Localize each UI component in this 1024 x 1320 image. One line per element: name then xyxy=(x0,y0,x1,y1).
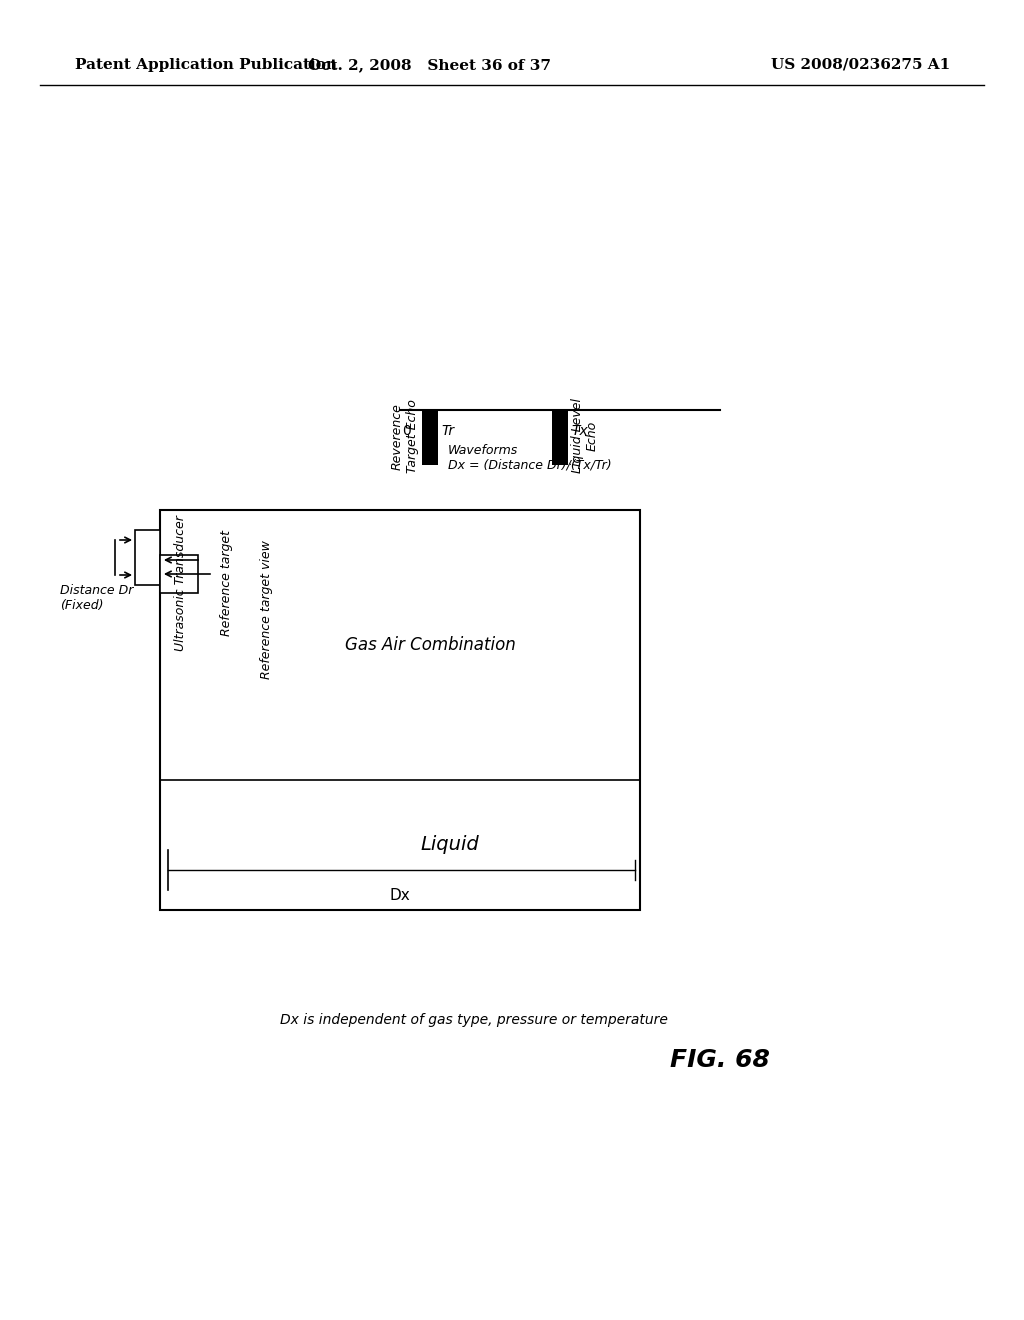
Text: Tr: Tr xyxy=(441,424,454,438)
Text: FIG. 68: FIG. 68 xyxy=(670,1048,770,1072)
Bar xyxy=(422,411,438,465)
Bar xyxy=(160,554,198,593)
Text: Dx is independent of gas type, pressure or temperature: Dx is independent of gas type, pressure … xyxy=(280,1012,668,1027)
Text: Liquid Level
Echo: Liquid Level Echo xyxy=(571,399,599,473)
Text: 0: 0 xyxy=(402,424,411,438)
Text: Reverence
Target Echo: Reverence Target Echo xyxy=(391,399,419,473)
Text: Oct. 2, 2008   Sheet 36 of 37: Oct. 2, 2008 Sheet 36 of 37 xyxy=(308,58,552,73)
Text: US 2008/0236275 A1: US 2008/0236275 A1 xyxy=(771,58,950,73)
Bar xyxy=(552,411,568,465)
Text: Ultrasonic Transducer: Ultrasonic Transducer xyxy=(174,515,187,651)
Bar xyxy=(135,531,160,585)
Text: Tx: Tx xyxy=(571,424,588,438)
Text: Gas Air Combination: Gas Air Combination xyxy=(345,636,515,653)
Bar xyxy=(160,510,640,909)
Text: Waveforms
Dx = (Distance Dr)/(Tx/Tr): Waveforms Dx = (Distance Dr)/(Tx/Tr) xyxy=(449,444,611,473)
Text: Patent Application Publication: Patent Application Publication xyxy=(75,58,337,73)
Text: Reference target view: Reference target view xyxy=(260,540,273,678)
Text: Distance Dr
(Fixed): Distance Dr (Fixed) xyxy=(60,583,133,611)
Text: Dx: Dx xyxy=(389,888,411,903)
Text: Reference target: Reference target xyxy=(220,531,233,636)
Text: Liquid: Liquid xyxy=(421,836,479,854)
